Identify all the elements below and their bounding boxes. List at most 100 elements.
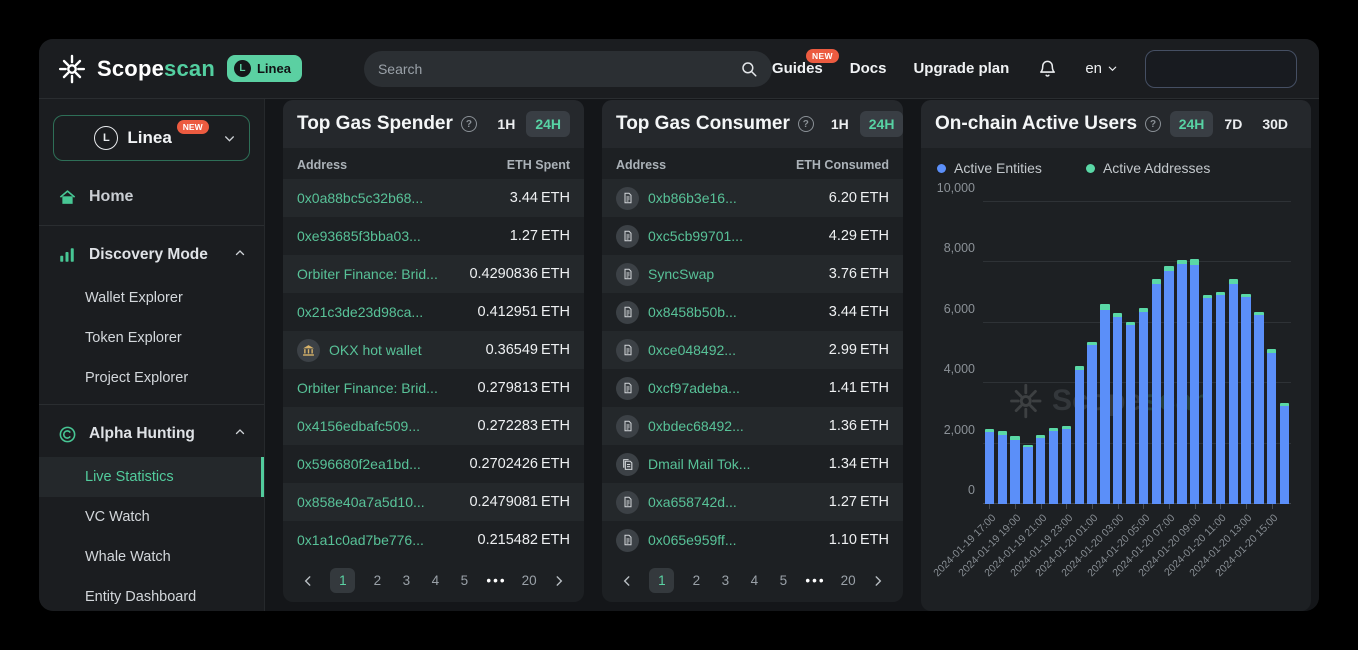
page-button-20[interactable]: 20 xyxy=(840,573,856,588)
address-link[interactable]: 0x4156edbafc509... xyxy=(297,418,420,434)
chart-bar-entities xyxy=(1164,270,1174,504)
help-icon[interactable]: ? xyxy=(460,116,477,132)
page-button-3[interactable]: 3 xyxy=(721,573,730,588)
chart-bar xyxy=(1279,403,1290,504)
table-header: Address ETH Consumed xyxy=(616,158,889,172)
page-ellipsis[interactable]: ••• xyxy=(805,573,826,588)
address-link[interactable]: Orbiter Finance: Brid... xyxy=(297,380,438,396)
next-page-button[interactable] xyxy=(552,574,566,588)
sidebar-item-token-explorer[interactable]: Token Explorer xyxy=(85,330,182,346)
gridline xyxy=(983,382,1291,384)
sidebar-item-vc-watch[interactable]: VC Watch xyxy=(85,509,150,525)
brand-logo[interactable]: Scopescan L Linea xyxy=(57,54,302,84)
network-badge[interactable]: L Linea xyxy=(226,55,302,82)
page-button-2[interactable]: 2 xyxy=(692,573,701,588)
page-button-3[interactable]: 3 xyxy=(402,573,411,588)
address-link[interactable]: 0x858e40a7a5d10... xyxy=(297,494,425,510)
address-link[interactable]: 0xa658742d... xyxy=(616,490,737,514)
next-page-button[interactable] xyxy=(871,574,885,588)
gridline xyxy=(983,321,1291,323)
address-link[interactable]: OKX hot wallet xyxy=(297,338,422,362)
scopescan-logo-icon xyxy=(58,54,86,83)
address-link[interactable]: Orbiter Finance: Brid... xyxy=(297,266,438,282)
chart-bar-entities xyxy=(1061,429,1072,504)
x-axis-tick xyxy=(1194,504,1196,509)
address-link[interactable]: 0x065e959ff... xyxy=(616,528,736,552)
panel-header: On-chain Active Users ? 24H 7D 30D xyxy=(921,100,1311,148)
legend-item-active-addresses[interactable]: Active Addresses xyxy=(1085,160,1210,176)
address-link[interactable]: 0xc5cb99701... xyxy=(616,224,743,248)
contract-icon xyxy=(616,338,639,362)
tab-1h[interactable]: 1H xyxy=(830,116,849,132)
address-link[interactable]: 0x0a88bc5c32b68... xyxy=(297,190,423,206)
chart-bar xyxy=(1087,341,1097,504)
tab-24h[interactable]: 24H xyxy=(859,111,903,137)
legend-label: Active Entities xyxy=(954,160,1042,176)
guides-new-badge: NEW xyxy=(806,49,839,63)
prev-page-button[interactable] xyxy=(301,574,315,588)
page-button-1[interactable]: 1 xyxy=(330,568,356,593)
legend-item-active-entities[interactable]: Active Entities xyxy=(937,160,1042,176)
sidebar-item-alpha-hunting[interactable]: Alpha Hunting xyxy=(39,411,264,457)
sidebar-item-whale-watch[interactable]: Whale Watch xyxy=(85,549,171,565)
tab-7d[interactable]: 7D xyxy=(1224,116,1243,132)
address-text: 0xe93685f3bba03... xyxy=(297,228,421,244)
panel-title: Top Gas Spender xyxy=(297,113,453,134)
gridline xyxy=(983,201,1291,202)
tab-24h[interactable]: 24H xyxy=(526,111,570,137)
chart-bar-entities xyxy=(1138,311,1149,504)
chart-bar xyxy=(1100,304,1110,504)
address-link[interactable]: SyncSwap xyxy=(616,262,714,286)
sidebar-item-discovery-mode[interactable]: Discovery Mode xyxy=(39,232,264,278)
page-button-2[interactable]: 2 xyxy=(373,573,382,588)
address-text: 0x1a1c0ad7be776... xyxy=(297,532,424,548)
address-link[interactable]: 0x21c3de23d98ca... xyxy=(297,304,423,320)
nav-upgrade-plan[interactable]: Upgrade plan xyxy=(913,60,1010,77)
table-row: Dmail Mail Tok... 1.34 ETH xyxy=(602,445,903,483)
tab-30d[interactable]: 30D xyxy=(1262,116,1288,132)
contract-icon xyxy=(616,300,639,324)
sidebar-item-wallet-explorer[interactable]: Wallet Explorer xyxy=(85,290,183,306)
nav-guides[interactable]: Guides NEW xyxy=(772,49,839,77)
prev-page-button[interactable] xyxy=(620,574,634,588)
page-button-5[interactable]: 5 xyxy=(460,573,469,588)
address-link[interactable]: 0x1a1c0ad7be776... xyxy=(297,532,424,548)
address-link[interactable]: 0xe93685f3bba03... xyxy=(297,228,421,244)
address-link[interactable]: 0xb86b3e16... xyxy=(616,186,737,210)
table-row: 0x0a88bc5c32b68... 3.44 ETH xyxy=(283,179,584,217)
page-button-4[interactable]: 4 xyxy=(431,573,440,588)
contracts-icon xyxy=(616,452,639,476)
help-icon[interactable]: ? xyxy=(797,116,814,132)
notifications-bell-icon[interactable] xyxy=(1036,58,1058,80)
tab-1h[interactable]: 1H xyxy=(497,116,516,132)
chart-bar xyxy=(997,431,1007,504)
linea-logo-icon: L xyxy=(233,60,251,77)
sidebar-item-home[interactable]: Home xyxy=(39,175,264,219)
address-link[interactable]: 0x8458b50b... xyxy=(616,300,737,324)
address-link[interactable]: 0xbdec68492... xyxy=(616,414,744,438)
wallet-connect-button[interactable] xyxy=(1145,49,1297,88)
sidebar-item-entity-dashboard[interactable]: Entity Dashboard xyxy=(85,589,197,605)
address-link[interactable]: 0xce048492... xyxy=(616,338,736,362)
network-selector[interactable]: L Linea NEW xyxy=(53,115,250,161)
chart-bar xyxy=(1215,291,1226,504)
search-icon[interactable] xyxy=(740,60,758,78)
address-link[interactable]: 0x596680f2ea1bd... xyxy=(297,456,421,472)
contract-icon xyxy=(616,262,639,286)
page-button-1[interactable]: 1 xyxy=(649,568,675,593)
search-input[interactable] xyxy=(377,60,740,77)
y-axis-label: 2,000 xyxy=(943,422,975,437)
page-button-20[interactable]: 20 xyxy=(521,573,537,588)
sidebar-item-live-statistics[interactable]: Live Statistics xyxy=(39,457,264,497)
chart-bar xyxy=(1241,293,1251,504)
page-button-4[interactable]: 4 xyxy=(750,573,759,588)
tab-24h[interactable]: 24H xyxy=(1169,111,1214,137)
help-icon[interactable]: ? xyxy=(1145,116,1162,132)
address-link[interactable]: Dmail Mail Tok... xyxy=(616,452,750,476)
nav-docs[interactable]: Docs xyxy=(849,60,887,77)
language-selector[interactable]: en xyxy=(1085,60,1118,77)
page-button-5[interactable]: 5 xyxy=(779,573,788,588)
sidebar-item-project-explorer[interactable]: Project Explorer xyxy=(85,370,189,386)
page-ellipsis[interactable]: ••• xyxy=(486,573,507,588)
address-link[interactable]: 0xcf97adeba... xyxy=(616,376,740,400)
